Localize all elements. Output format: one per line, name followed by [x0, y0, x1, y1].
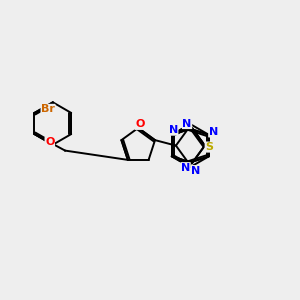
Text: N: N	[182, 118, 192, 128]
Text: N: N	[181, 163, 190, 173]
Text: N: N	[169, 125, 178, 135]
Text: O: O	[135, 119, 144, 129]
Text: N: N	[191, 166, 200, 176]
Text: O: O	[45, 137, 55, 147]
Text: Br: Br	[41, 104, 55, 114]
Text: S: S	[205, 142, 213, 152]
Text: N: N	[209, 127, 218, 137]
